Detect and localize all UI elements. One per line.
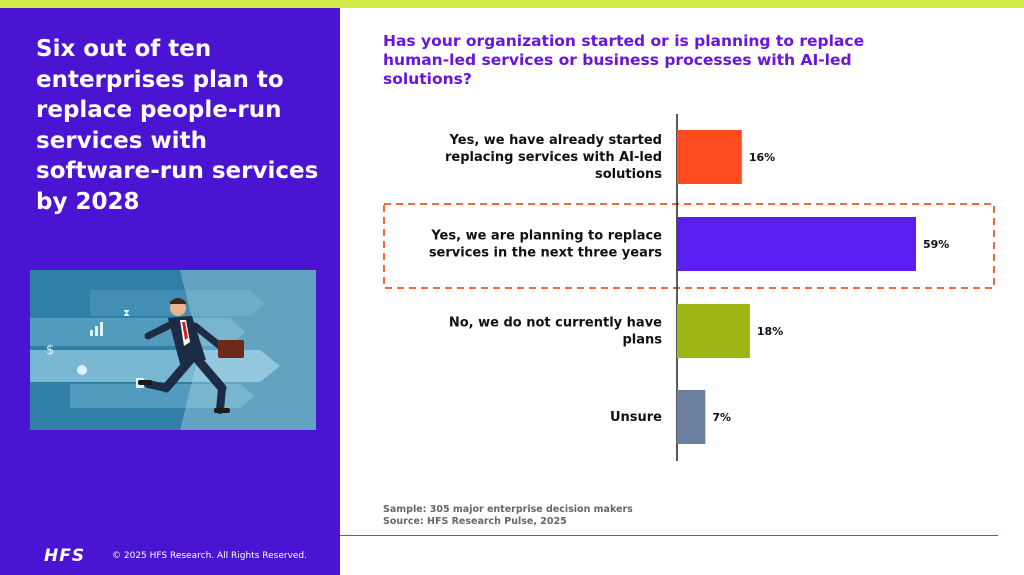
- category-label-line: solutions: [595, 167, 662, 182]
- chart-notes: Sample: 305 major enterprise decision ma…: [383, 504, 633, 528]
- illustration-running-businessman: $ ⧗: [30, 270, 316, 430]
- hfs-logo: HFS: [44, 546, 86, 566]
- category-label-line: Yes, we are planning to replace: [430, 229, 662, 244]
- bar-0: [677, 130, 742, 184]
- bar-2: [677, 304, 750, 358]
- chart-question: Has your organization started or is plan…: [383, 32, 865, 88]
- footer-divider: [340, 535, 998, 536]
- sample-note: Sample: 305 major enterprise decision ma…: [383, 504, 633, 515]
- bar-3: [677, 390, 706, 444]
- category-label-line: services in the next three years: [429, 246, 662, 261]
- category-label-1: Yes, we are planning to replace services …: [429, 229, 662, 261]
- value-label-1: 59%: [923, 238, 949, 251]
- bar-1: [677, 217, 916, 271]
- illustration-svg: $ ⧗: [30, 270, 316, 430]
- category-label-line: plans: [622, 333, 662, 348]
- source-note: Source: HFS Research Pulse, 2025: [383, 516, 567, 527]
- category-label-line: replacing services with AI-led: [445, 150, 662, 165]
- bar-chart-icon: [90, 322, 103, 336]
- category-label-3: Unsure: [610, 410, 662, 425]
- category-label-line: Yes, we have already started: [449, 133, 662, 148]
- pie-chart-icon: [77, 365, 87, 375]
- top-accent-bar: [0, 0, 1024, 8]
- headline: Six out of ten enterprises plan to repla…: [36, 36, 319, 215]
- value-label-3: 7%: [712, 411, 731, 424]
- category-label-2: No, we do not currently have plans: [449, 316, 662, 348]
- category-label-line: No, we do not currently have: [449, 316, 662, 331]
- category-label-line: Unsure: [610, 410, 662, 425]
- value-label-0: 16%: [749, 151, 775, 164]
- dollar-icon: $: [46, 343, 54, 358]
- category-label-0: Yes, we have already started replacing se…: [445, 133, 662, 182]
- highlight-box: [383, 203, 995, 289]
- businessman-figure: [138, 298, 244, 414]
- value-label-2: 18%: [757, 325, 783, 338]
- hourglass-icon: ⧗: [123, 308, 130, 319]
- copyright-text: © 2025 HFS Research. All Rights Reserved…: [112, 551, 308, 561]
